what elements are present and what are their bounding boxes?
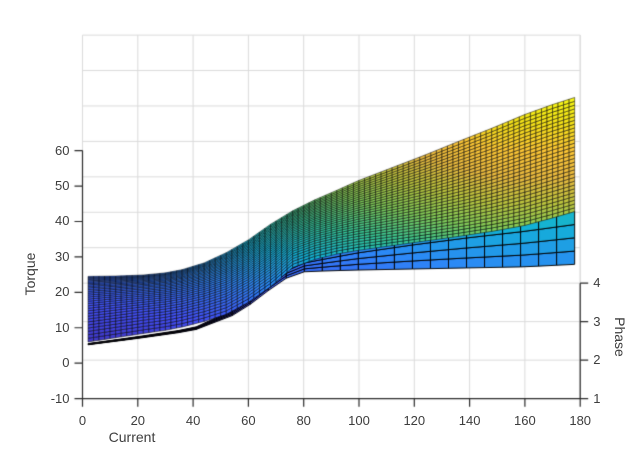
x-axis-label: Current (108, 429, 156, 445)
x-tick-label: 160 (514, 412, 536, 428)
phase-tick-label: 3 (593, 313, 601, 329)
x-tick-label: 60 (241, 412, 256, 428)
x-tick-label: 80 (296, 412, 311, 428)
phase-tick-label: 2 (593, 352, 601, 368)
x-tick-label: 180 (569, 412, 592, 428)
x-tick-label: 100 (348, 412, 370, 428)
x-tick-label: 40 (185, 412, 201, 428)
torque-tick-label: -10 (50, 390, 70, 406)
phase-tick-label: 1 (593, 390, 601, 406)
torque-tick-label: 30 (55, 248, 70, 264)
torque-tick-label: 20 (55, 284, 70, 300)
torque-tick-label: 10 (55, 319, 70, 335)
left-axis-label: Torque (22, 252, 38, 296)
torque-tick-label: 60 (55, 142, 70, 158)
x-tick-label: 0 (78, 412, 87, 428)
x-tick-label: 140 (458, 412, 481, 428)
torque-tick-label: 40 (55, 213, 70, 229)
right-axis-label: Phase (612, 317, 628, 357)
x-tick-label: 120 (403, 412, 426, 428)
torque-tick-label: 0 (62, 355, 70, 371)
x-tick-label: 20 (130, 412, 146, 428)
phase-tick-label: 4 (593, 275, 601, 291)
torque-tick-label: 50 (55, 178, 70, 194)
